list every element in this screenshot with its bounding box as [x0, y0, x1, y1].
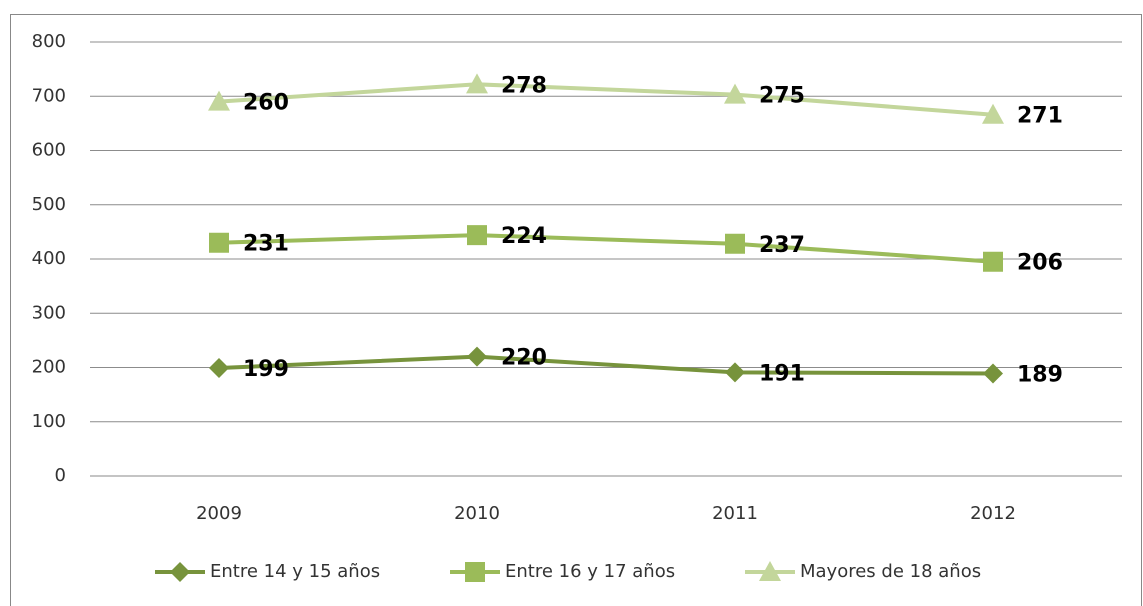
legend-label: Mayores de 18 años [800, 561, 981, 582]
data-label: 231 [243, 232, 289, 257]
y-tick-label: 700 [32, 85, 66, 106]
series-marker [467, 346, 487, 367]
series-line [218, 354, 994, 376]
y-tick-label: 300 [32, 302, 66, 323]
data-label: 199 [243, 357, 289, 382]
x-tick-label: 2012 [970, 503, 1016, 524]
legend-marker [759, 561, 781, 581]
y-tick-label: 600 [32, 140, 66, 161]
y-tick-label: 0 [55, 465, 66, 486]
data-label: 206 [1017, 251, 1063, 276]
series-marker [466, 73, 488, 94]
data-label: 278 [501, 73, 547, 98]
y-tick-label: 100 [32, 411, 66, 432]
series-marker [209, 358, 229, 379]
series-marker [724, 83, 746, 104]
legend-label: Entre 14 y 15 años [210, 561, 380, 582]
series-line [218, 82, 994, 117]
series-marker [983, 363, 1003, 384]
data-label: 189 [1017, 362, 1063, 387]
y-tick-label: 800 [32, 31, 66, 52]
y-tick-label: 200 [32, 357, 66, 378]
legend-marker [465, 562, 485, 582]
series-marker [983, 251, 1003, 272]
series-marker [982, 103, 1004, 124]
x-tick-label: 2009 [196, 503, 242, 524]
series-line [218, 233, 994, 264]
series-marker [209, 232, 229, 253]
legend-marker [170, 562, 190, 582]
data-label: 191 [759, 361, 805, 386]
legend-label: Entre 16 y 17 años [505, 561, 675, 582]
data-label: 275 [759, 84, 805, 109]
data-label: 260 [243, 91, 289, 116]
series-marker [725, 362, 745, 383]
data-label: 224 [501, 224, 547, 249]
x-tick-label: 2011 [712, 503, 758, 524]
x-tick-label: 2010 [454, 503, 500, 524]
data-label: 237 [759, 233, 805, 258]
y-tick-label: 400 [32, 248, 66, 269]
y-tick-label: 500 [32, 194, 66, 215]
series-marker [725, 233, 745, 254]
series-marker [467, 225, 487, 246]
series-marker [208, 90, 230, 111]
data-label: 271 [1017, 104, 1063, 129]
data-label: 220 [501, 346, 547, 371]
